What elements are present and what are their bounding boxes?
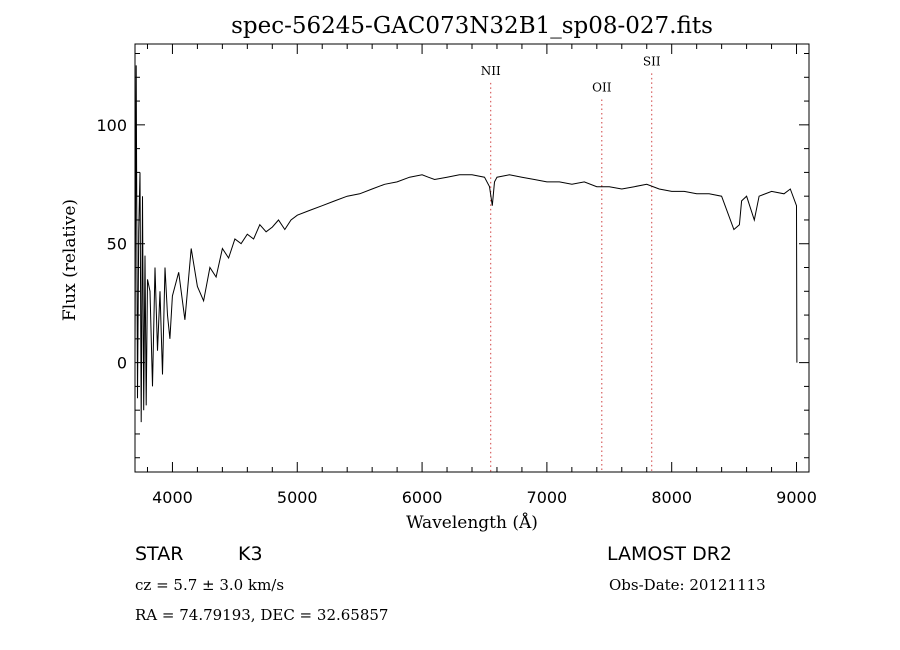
emission-line-markers: NII OII SII [481, 54, 661, 472]
line-label-sii: SII [643, 54, 661, 68]
line-label-nii: NII [481, 64, 501, 78]
y-axis-label: Flux (relative) [60, 199, 80, 321]
y-tick-label: 100 [96, 116, 127, 135]
coordinates: RA = 74.79193, DEC = 32.65857 [135, 606, 388, 624]
x-tick-label: 8000 [651, 488, 692, 507]
redshift-velocity: cz = 5.7 ± 3.0 km/s [135, 576, 284, 594]
y-tick-label: 0 [117, 354, 127, 373]
y-tick-label: 50 [107, 235, 127, 254]
x-tick-label: 9000 [776, 488, 817, 507]
object-class: STAR [135, 543, 183, 565]
object-subclass: K3 [238, 543, 263, 565]
axis-ticks: 4000 5000 6000 7000 8000 9000 0 50 100 [96, 44, 817, 507]
spectrum-line [134, 65, 798, 423]
line-label-oii: OII [592, 81, 612, 95]
x-tick-label: 5000 [277, 488, 318, 507]
x-axis-label: Wavelength (Å) [406, 512, 538, 533]
observation-date: Obs-Date: 20121113 [609, 576, 766, 594]
survey-name: LAMOST DR2 [607, 543, 732, 565]
x-tick-label: 7000 [527, 488, 568, 507]
chart-title: spec-56245-GAC073N32B1_sp08-027.fits [231, 13, 713, 39]
plot-frame [134, 43, 810, 473]
x-tick-label: 6000 [402, 488, 443, 507]
x-tick-label: 4000 [152, 488, 193, 507]
